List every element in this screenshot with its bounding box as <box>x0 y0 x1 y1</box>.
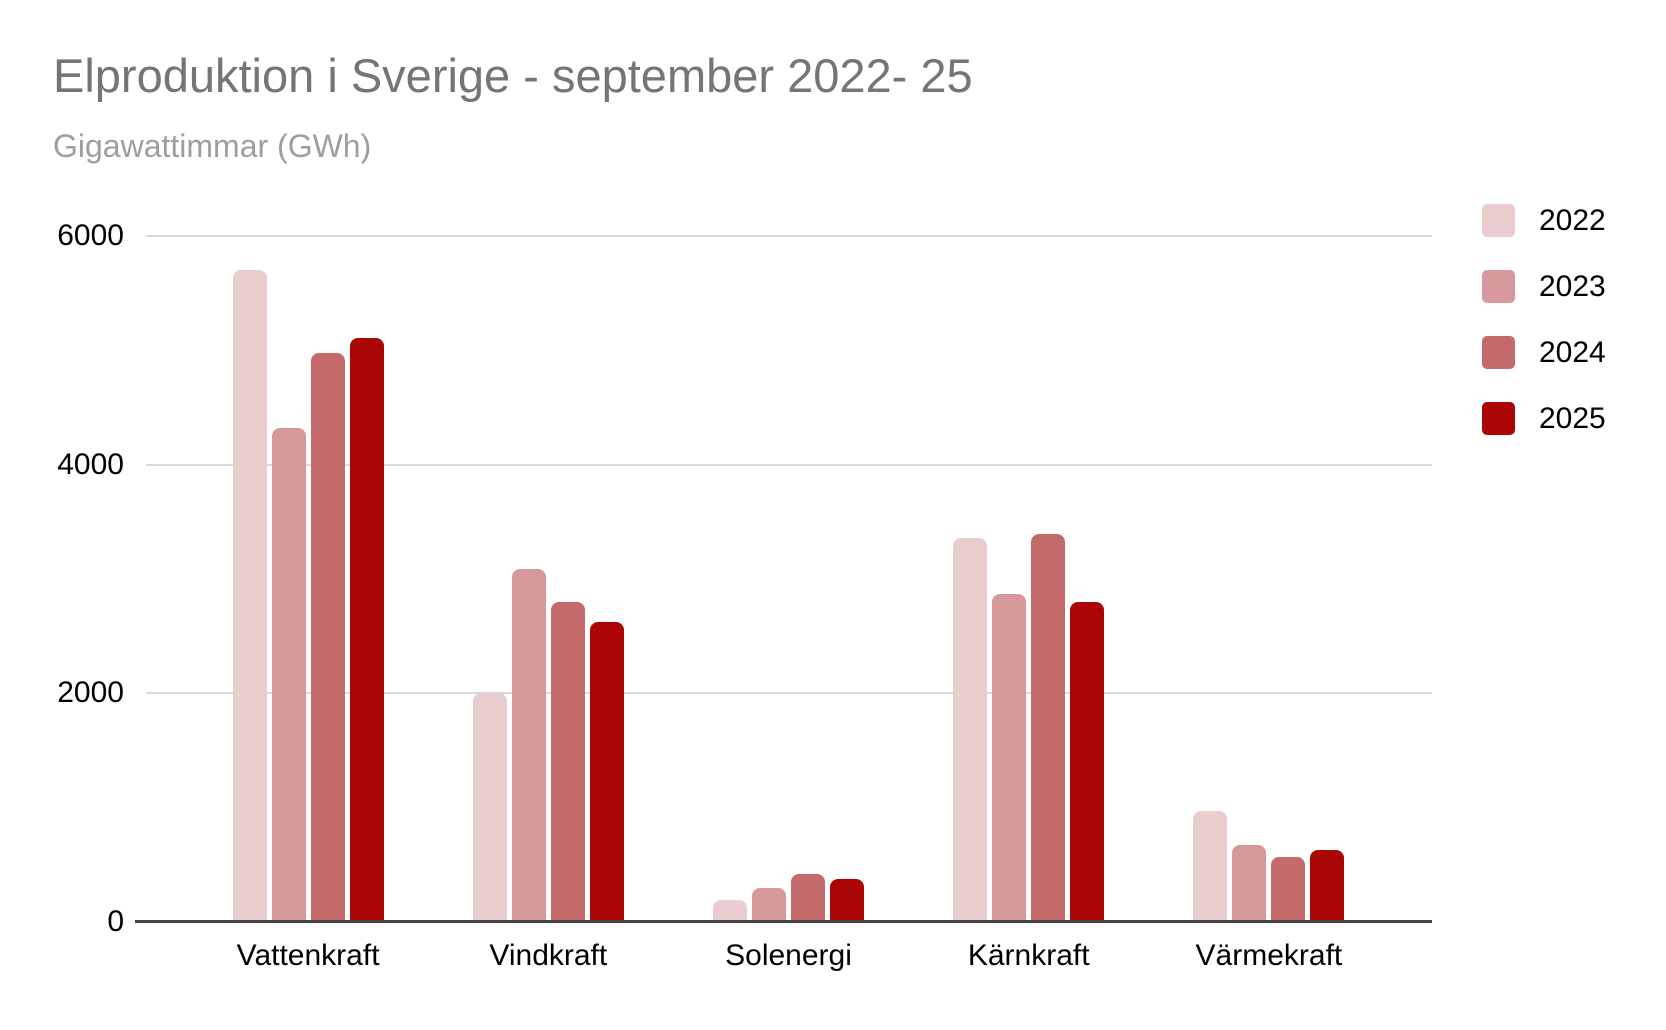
bar-2024-kärnkraft <box>1031 534 1066 922</box>
bar-2025-solenergi <box>830 878 864 922</box>
y-tick-label-2000: 2000 <box>57 676 124 710</box>
gridline-2000 <box>146 692 1432 695</box>
x-label-vattenkraft: Vattenkraft <box>236 939 380 972</box>
legend-entry-2025: 2025 <box>1482 402 1606 435</box>
legend-label-2024: 2024 <box>1539 335 1606 369</box>
bar-2024-solenergi <box>791 874 825 922</box>
bar-group-solenergi <box>668 236 908 922</box>
bar-2022-kärnkraft <box>953 537 988 922</box>
bar-2022-värmekraft <box>1193 811 1228 922</box>
legend-entry-2022: 2022 <box>1482 204 1606 237</box>
y-tick-label-0: 0 <box>107 905 124 938</box>
chart-subtitle: Gigawattimmar (GWh) <box>53 128 372 164</box>
bar-2023-värmekraft <box>1232 845 1267 922</box>
bar-group-vattenkraft <box>188 236 428 922</box>
bar-2025-vattenkraft <box>349 337 384 922</box>
bar-2025-vindkraft <box>589 622 624 922</box>
bar-2023-vattenkraft <box>271 428 306 922</box>
gridline-4000 <box>146 463 1432 466</box>
legend: 2022 2023 2024 2025 <box>1482 204 1606 435</box>
legend-swatch-2022 <box>1482 204 1515 237</box>
bar-group-kärnkraft <box>909 236 1149 922</box>
bar-2023-kärnkraft <box>992 593 1027 922</box>
x-label-vindkraft: Vindkraft <box>489 939 608 972</box>
bar-2022-solenergi <box>713 900 747 922</box>
bar-2024-vattenkraft <box>310 352 345 922</box>
bar-group-vindkraft <box>428 236 668 922</box>
gridline-6000 <box>146 235 1432 237</box>
legend-label-2025: 2025 <box>1539 401 1606 435</box>
legend-swatch-2023 <box>1482 270 1515 303</box>
bar-group-värmekraft <box>1149 236 1389 922</box>
legend-swatch-2024 <box>1482 336 1515 369</box>
bars-row <box>146 236 1432 922</box>
bar-2022-vattenkraft <box>232 270 267 922</box>
chart-title: Elproduktion i Sverige - september 2022-… <box>53 49 973 102</box>
y-tick-label-4000: 4000 <box>57 447 124 481</box>
bar-2024-vindkraft <box>550 601 585 922</box>
bar-2022-vindkraft <box>472 693 507 922</box>
x-axis-labels: Vattenkraft Vindkraft Solenergi Kärnkraft Vä… <box>146 938 1432 974</box>
legend-label-2023: 2023 <box>1539 269 1606 303</box>
bar-2025-värmekraft <box>1310 850 1345 922</box>
bar-2025-kärnkraft <box>1070 601 1105 922</box>
legend-entry-2024: 2024 <box>1482 336 1606 369</box>
plot-area: Vattenkraft Vindkraft Solenergi Kärnkraft Vä… <box>135 235 1432 972</box>
legend-swatch-2025 <box>1482 402 1515 435</box>
bar-2023-vindkraft <box>511 568 546 922</box>
y-axis-labels: 0 2000 4000 6000 <box>0 221 124 937</box>
legend-entry-2023: 2023 <box>1482 270 1606 303</box>
bar-2024-värmekraft <box>1271 856 1306 922</box>
legend-label-2022: 2022 <box>1539 203 1606 237</box>
y-tick-label-6000: 6000 <box>57 219 124 252</box>
x-axis-baseline <box>135 920 1432 923</box>
x-label-värmekraft: Värmekraft <box>1195 939 1343 972</box>
x-label-solenergi: Solenergi <box>725 939 852 972</box>
bar-2023-solenergi <box>752 887 786 922</box>
x-label-kärnkraft: Kärnkraft <box>967 939 1090 972</box>
